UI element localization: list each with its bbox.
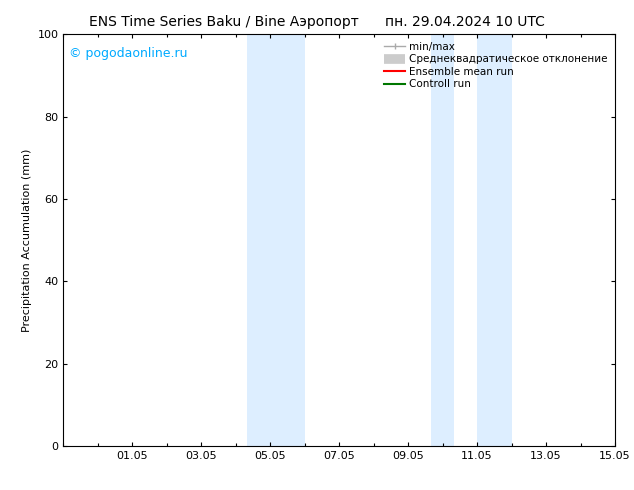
Bar: [247, 34, 270, 446]
Legend: min/max, Среднеквадратическое отклонение, Ensemble mean run, Controll run: min/max, Среднеквадратическое отклонение…: [382, 40, 610, 92]
Bar: [477, 34, 512, 446]
Bar: [270, 34, 305, 446]
Y-axis label: Precipitation Accumulation (mm): Precipitation Accumulation (mm): [22, 148, 32, 332]
Text: © pogodaonline.ru: © pogodaonline.ru: [69, 47, 188, 60]
Bar: [431, 34, 454, 446]
Text: ENS Time Series Baku / Bine Аэропорт      пн. 29.04.2024 10 UTC: ENS Time Series Baku / Bine Аэропорт пн.…: [89, 15, 545, 29]
